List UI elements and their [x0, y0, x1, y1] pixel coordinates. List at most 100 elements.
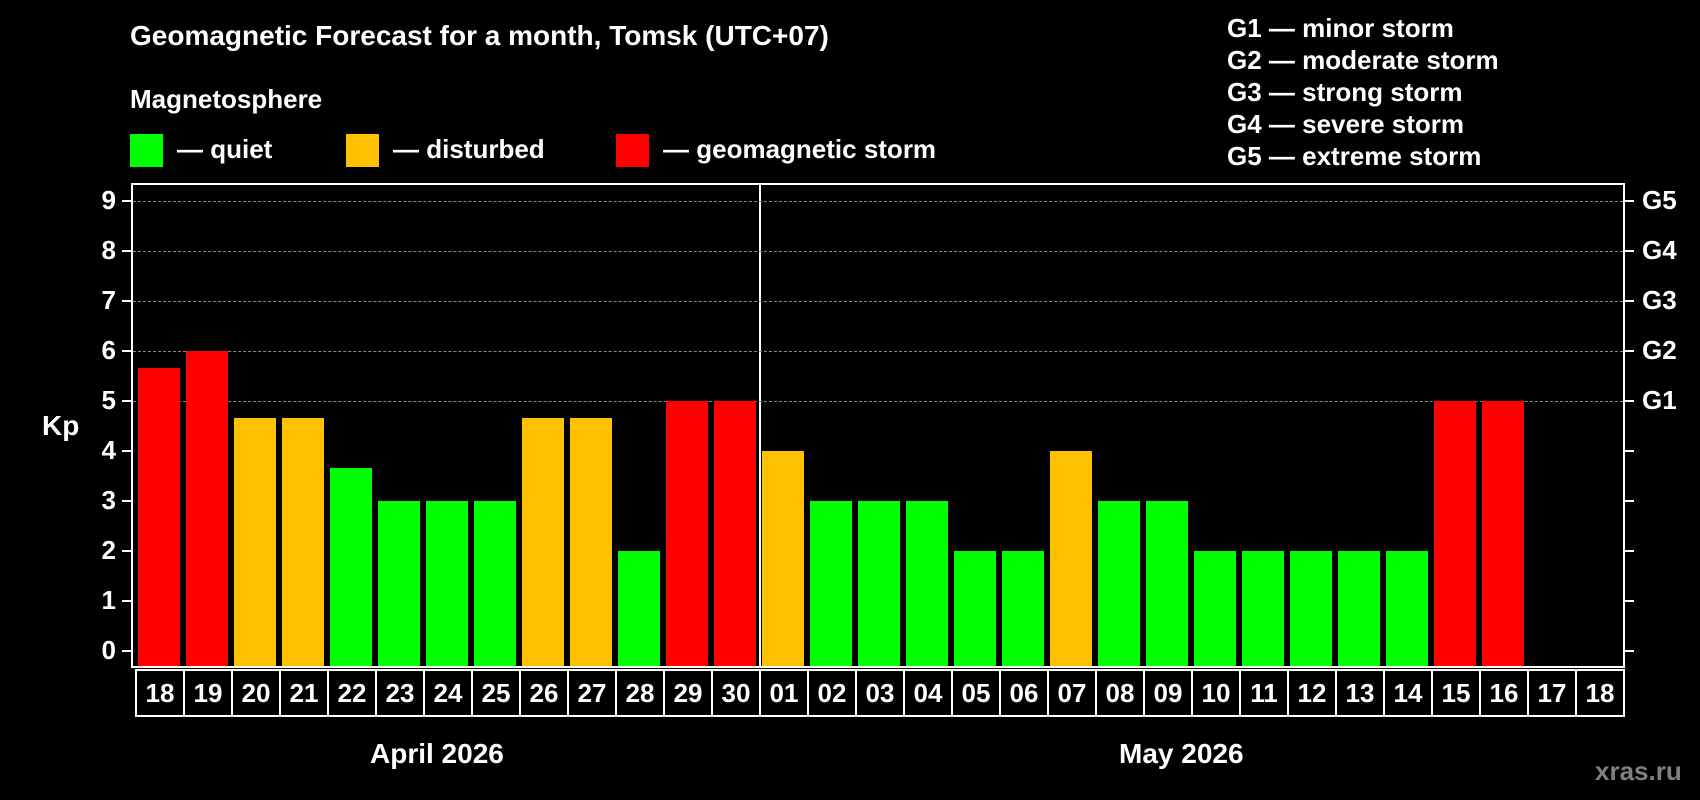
day-label: 28 — [617, 671, 665, 715]
day-label: 29 — [665, 671, 713, 715]
y-tick — [122, 500, 131, 502]
day-label: 15 — [1433, 671, 1481, 715]
day-label: 25 — [473, 671, 521, 715]
day-label: 12 — [1289, 671, 1337, 715]
y-tick-label: 5 — [101, 385, 116, 415]
y-tick-label: 7 — [101, 285, 116, 315]
y-tick-right — [1625, 450, 1634, 452]
day-label: 03 — [857, 671, 905, 715]
day-label: 20 — [233, 671, 281, 715]
day-label: 19 — [185, 671, 233, 715]
g-level-label: G5 — [1642, 185, 1677, 215]
bar-storm — [666, 401, 708, 666]
gridline — [133, 401, 1623, 402]
month-divider — [759, 185, 761, 666]
day-label: 10 — [1193, 671, 1241, 715]
month-label-may: May 2026 — [1119, 738, 1244, 769]
bar-disturbed — [1050, 451, 1092, 666]
y-tick — [122, 350, 131, 352]
y-tick — [122, 300, 131, 302]
bar-quiet — [330, 467, 372, 666]
day-labels: 18 19 20 21 22 23 24 25 26 27 28 29 30 01 02 03 04 05 06 07… — [135, 669, 1625, 717]
y-tick — [122, 550, 131, 552]
y-tick-label: 2 — [101, 535, 116, 565]
legend-label-storm: — geomagnetic storm — [663, 134, 937, 164]
bar-quiet — [1242, 551, 1284, 666]
bar-quiet — [1002, 551, 1044, 666]
gridline — [133, 251, 1623, 252]
day-label: 26 — [521, 671, 569, 715]
g-legend-item: G4 — severe storm — [1227, 109, 1465, 139]
bar-quiet — [474, 501, 516, 666]
y-tick — [122, 450, 131, 452]
gridline — [133, 351, 1623, 352]
g-level-label: G3 — [1642, 285, 1677, 315]
g-legend-item: G2 — moderate storm — [1227, 45, 1499, 75]
legend-title: Magnetosphere — [130, 84, 323, 114]
y-tick-right — [1625, 650, 1634, 652]
chart-title: Geomagnetic Forecast for a month, Tomsk … — [130, 20, 829, 51]
day-label: 08 — [1097, 671, 1145, 715]
y-tick-label: 8 — [101, 235, 116, 265]
y-tick-label: 4 — [101, 435, 116, 465]
bar-quiet — [1146, 501, 1188, 666]
g-legend-item: G5 — extreme storm — [1227, 141, 1482, 171]
day-label: 14 — [1385, 671, 1433, 715]
y-tick-label: 3 — [101, 485, 116, 515]
y-tick-right — [1625, 400, 1634, 402]
day-label: 09 — [1145, 671, 1193, 715]
day-label: 23 — [377, 671, 425, 715]
month-label-april: April 2026 — [370, 738, 504, 769]
bar-quiet — [906, 501, 948, 666]
legend-swatch-quiet — [130, 134, 163, 167]
y-tick-right — [1625, 350, 1634, 352]
day-label: 02 — [809, 671, 857, 715]
day-label: 17 — [1529, 671, 1577, 715]
bar-quiet — [1194, 551, 1236, 666]
day-label: 24 — [425, 671, 473, 715]
bar-quiet — [1098, 501, 1140, 666]
g-level-label: G1 — [1642, 385, 1677, 415]
g-legend-item: G3 — strong storm — [1227, 77, 1463, 107]
bar-disturbed — [762, 451, 804, 666]
bar-disturbed — [522, 417, 564, 666]
y-tick-right — [1625, 500, 1634, 502]
day-label: 04 — [905, 671, 953, 715]
day-label: 22 — [329, 671, 377, 715]
watermark: xras.ru — [1595, 756, 1682, 786]
bar-disturbed — [570, 417, 612, 666]
y-tick-right — [1625, 600, 1634, 602]
y-tick-label: 1 — [101, 585, 116, 615]
gridline — [133, 301, 1623, 302]
bar-storm — [714, 401, 756, 666]
legend-swatch-storm — [616, 134, 649, 167]
y-tick-right — [1625, 200, 1634, 202]
bar-quiet — [378, 501, 420, 666]
bar-disturbed — [282, 417, 324, 666]
g-legend-item: G1 — minor storm — [1227, 13, 1454, 43]
day-label: 18 — [1577, 671, 1625, 715]
day-label: 18 — [137, 671, 185, 715]
bar-storm — [1434, 401, 1476, 666]
y-tick-right — [1625, 250, 1634, 252]
y-tick — [122, 650, 131, 652]
y-tick-label: 9 — [101, 185, 116, 215]
y-axis-label: Kp — [42, 410, 80, 441]
bar-storm — [186, 351, 228, 666]
day-label: 27 — [569, 671, 617, 715]
g-scale-legend: G1 — minor storm G2 — moderate storm G3 … — [1227, 12, 1499, 172]
bar-quiet — [1290, 551, 1332, 666]
y-tick-label: 0 — [101, 635, 116, 665]
g-level-label: G2 — [1642, 335, 1677, 365]
day-label: 01 — [761, 671, 809, 715]
legend-swatch-disturbed — [346, 134, 379, 167]
g-level-label: G4 — [1642, 235, 1677, 265]
plot-area — [131, 183, 1625, 668]
bar-quiet — [618, 551, 660, 666]
day-label: 30 — [713, 671, 761, 715]
day-label: 16 — [1481, 671, 1529, 715]
legend-label-disturbed: — disturbed — [393, 134, 545, 164]
day-label: 05 — [953, 671, 1001, 715]
y-tick — [122, 250, 131, 252]
bar-quiet — [858, 501, 900, 666]
